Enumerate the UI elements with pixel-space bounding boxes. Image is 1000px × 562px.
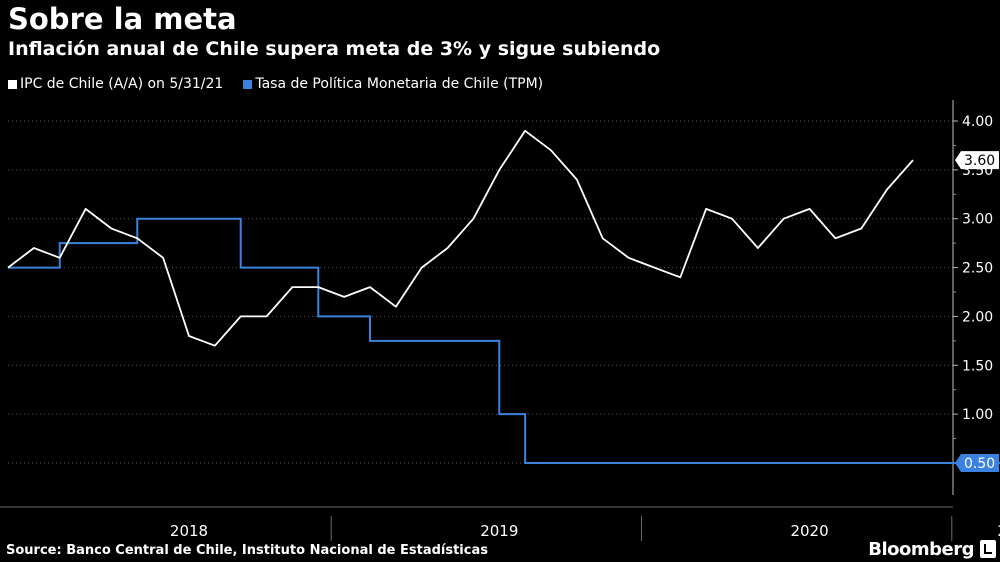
- x-tick-label-1: 2019: [480, 522, 518, 540]
- legend-item-tpm: Tasa de Política Monetaria de Chile (TPM…: [243, 76, 543, 92]
- y-tick-label-5: 1.50: [962, 358, 993, 374]
- series-line-tpm: [8, 217, 1000, 464]
- legend-swatch-tpm: [243, 79, 253, 89]
- legend: IPC de Chile (A/A) on 5/31/21 Tasa de Po…: [8, 76, 543, 92]
- source-note: Source: Banco Central de Chile, Institut…: [6, 543, 488, 558]
- y-tick-label-2: 3.00: [962, 212, 993, 228]
- chart-icon: [980, 540, 996, 558]
- last-value-tpm-text: 0.50: [964, 456, 995, 472]
- y-tick-label-6: 1.00: [962, 407, 993, 423]
- x-tick-label-2: 2020: [790, 522, 828, 540]
- series-line-ipc: [7, 129, 914, 347]
- y-tick-label-4: 2.00: [962, 309, 993, 325]
- legend-swatch-ipc: [8, 79, 17, 89]
- legend-item-ipc: IPC de Chile (A/A) on 5/31/21: [8, 76, 223, 92]
- y-tick-label-0: 4.00: [962, 114, 993, 130]
- x-tick-label-0: 2018: [170, 522, 208, 540]
- x-tick-label-3: 2021: [997, 522, 1000, 540]
- chart-title: Sobre la meta: [8, 2, 237, 36]
- last-value-ipc-text: 3.60: [964, 153, 995, 169]
- legend-label-ipc: IPC de Chile (A/A) on 5/31/21: [20, 76, 224, 92]
- y-tick-label-3: 2.50: [962, 261, 993, 277]
- last-value-ipc-box: [955, 151, 999, 170]
- legend-label-tpm: Tasa de Política Monetaria de Chile (TPM…: [255, 76, 544, 92]
- last-value-tpm-box: [955, 454, 999, 472]
- brand-logo: Bloomberg: [868, 539, 974, 560]
- chart-subtitle: Inflación anual de Chile supera meta de …: [8, 38, 661, 60]
